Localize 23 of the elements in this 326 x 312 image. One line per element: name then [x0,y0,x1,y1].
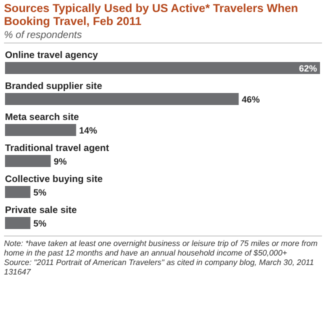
text: Note: *have taken at least one overnight business or leisure trip of 75 miles or more from home in the past 12 months and have an annual household income of $50,000+ [4,239,318,258]
data-label: 5% [33,218,46,228]
data-label: 14% [79,126,98,136]
chart-title: Sources Typically Used by US Active* Travelers When Booking Travel, Feb 2011 [4,3,298,28]
bar [5,124,76,136]
y-tick-label: Traditional travel agent [5,143,110,154]
y-tick-label: Collective buying site [5,174,103,185]
data-label: 62% [298,64,317,74]
bar [5,217,30,229]
y-tick-label: Private sale site [5,205,77,216]
data-label: 46% [242,94,260,104]
source-note: Source: "2011 Portrait of American Travelers" as cited in company blog, March 30, 2011 [4,258,314,267]
data-label: 5% [33,188,46,198]
y-tick-label: Branded supplier site [5,81,102,92]
bar [5,62,320,74]
y-tick-label: Meta search site [5,112,79,123]
data-label: 9% [54,156,67,166]
bar [5,155,51,167]
y-tick-label: Online travel agency [5,50,99,61]
bar [5,93,239,105]
bar [5,186,30,198]
chart-subtitle: % of respondents [4,30,82,41]
text: 131647 [4,268,32,276]
